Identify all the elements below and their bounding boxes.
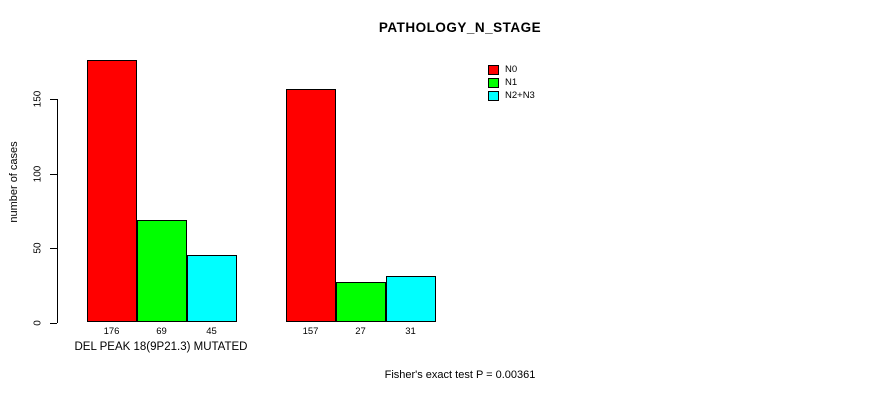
y-tick-label: 50: [32, 242, 44, 254]
y-axis-line: [57, 99, 58, 323]
y-tick-mark: [50, 248, 57, 249]
legend-label: N1: [505, 77, 518, 88]
y-tick-label: 0: [32, 319, 44, 326]
bar-value-label: 69: [156, 326, 167, 337]
y-tick-label: 150: [32, 90, 44, 108]
legend-row: N1: [488, 76, 535, 89]
bar-n0-group1: [86, 60, 137, 323]
bar-n1-group1: [136, 219, 187, 323]
legend-swatch-n1: [488, 77, 499, 88]
legend-row: N0: [488, 63, 535, 76]
bar-value-label: 31: [405, 326, 416, 337]
x-axis-group-label: DEL PEAK 18(9P21.3) MUTATED: [74, 341, 248, 353]
y-tick-label: 100: [32, 165, 44, 182]
bar-value-label: 176: [103, 326, 120, 337]
legend-label: N2+N3: [505, 90, 535, 101]
bar-n2-n3-group1: [186, 255, 237, 323]
chart-title: PATHOLOGY_N_STAGE: [378, 20, 542, 35]
legend-swatch-n2-n3: [488, 90, 499, 101]
bar-n1-group2: [335, 282, 386, 323]
bar-value-label: 45: [206, 326, 217, 337]
legend-label: N0: [505, 64, 518, 75]
y-axis-label: number of cases: [8, 141, 20, 223]
footer-annotation: Fisher's exact test P = 0.00361: [384, 369, 536, 381]
y-tick-mark: [50, 173, 57, 175]
bar-value-label: 157: [302, 326, 319, 337]
legend-swatch-n0: [488, 64, 499, 75]
bar-n2-n3-group2: [385, 276, 436, 323]
legend-row: N2+N3: [488, 89, 535, 102]
y-tick-mark: [50, 99, 57, 100]
legend: N0 N1 N2+N3: [488, 63, 535, 102]
bar-n0-group2: [285, 88, 336, 323]
bar-value-label: 27: [355, 326, 366, 337]
y-tick-mark: [50, 322, 57, 324]
